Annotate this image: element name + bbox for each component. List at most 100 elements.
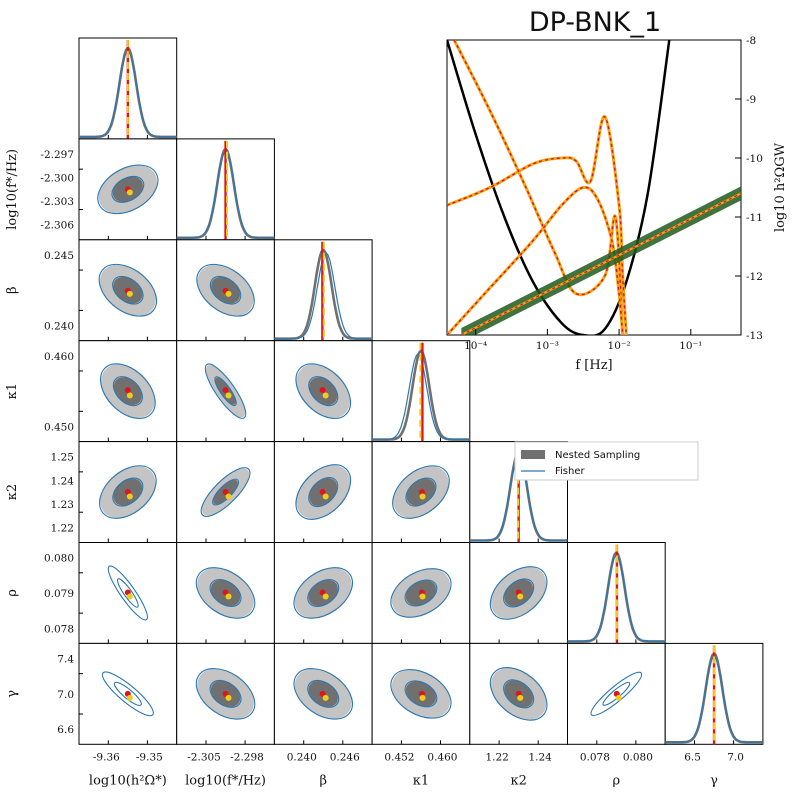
truth-point <box>124 387 131 394</box>
contour-fisher-inner <box>503 679 535 709</box>
estimate-point <box>517 593 524 600</box>
y-axis-label-2: β <box>5 286 20 294</box>
legend-label-fisher: Fisher <box>555 466 586 477</box>
panel-6-5 <box>567 642 666 745</box>
contour-fisher-inner <box>116 578 139 608</box>
panel-6-2 <box>273 642 373 745</box>
estimate-point <box>126 694 133 701</box>
panel-4-2 <box>273 441 373 544</box>
y-tick-label: 0.450 <box>44 421 74 433</box>
y-tick-label: 0.460 <box>44 351 74 363</box>
panel-2-1 <box>176 239 275 342</box>
x-tick-label: 1.22 <box>485 751 508 763</box>
contour-fisher-inner <box>308 477 339 508</box>
spectrum-x-tick-label: 10⁻³ <box>536 340 559 352</box>
spectrum-x-tick-label: 10⁻² <box>608 340 631 352</box>
y-tick-label: 1.22 <box>51 522 74 534</box>
panel-6-3 <box>371 642 471 745</box>
panel-5-5 <box>567 542 666 644</box>
contour-fisher-outer <box>293 567 353 619</box>
spectrum-y-tick-label: -12 <box>746 271 763 283</box>
panel-1-0 <box>78 138 178 241</box>
spectrum-y-tick-label: -8 <box>746 35 756 47</box>
contour-fisher-outer <box>489 566 548 620</box>
contour-fisher-outer <box>98 263 158 317</box>
contour-fisher-outer <box>392 465 450 519</box>
estimate-point <box>225 694 232 701</box>
x-tick-label: -9.36 <box>93 751 120 763</box>
contour-fisher-outer <box>489 667 548 721</box>
panel-0-0 <box>78 37 178 140</box>
estimate-point <box>225 593 232 600</box>
spectrum-curves <box>447 40 741 335</box>
estimate-point <box>517 694 524 701</box>
y-tick-label: 0.245 <box>44 250 74 262</box>
contour-fisher-outer <box>200 467 251 517</box>
x-tick-label: -9.35 <box>136 751 163 763</box>
estimate-point <box>322 392 329 399</box>
estimate-point <box>126 290 133 297</box>
contour-fisher-inner <box>307 578 340 607</box>
x-axis-label-1: log10(f*/Hz) <box>185 773 266 788</box>
contour-fisher-inner <box>112 376 143 407</box>
y-tick-label: -2.297 <box>40 149 74 161</box>
contour-fisher-inner <box>112 275 144 305</box>
x-tick-label: -2.305 <box>187 751 221 763</box>
contour-fisher-outer <box>100 363 156 419</box>
panel-2-0 <box>78 239 178 342</box>
x-axis-label-3: κ1 <box>413 773 429 788</box>
y-tick-label: 0.078 <box>44 623 74 635</box>
y-tick-label: 0.080 <box>44 553 74 565</box>
panel-6-4 <box>469 642 568 745</box>
estimate-point <box>126 593 133 600</box>
contour-fisher-outer <box>196 263 255 317</box>
estimate-point <box>322 493 329 500</box>
x-tick-label: 0.078 <box>580 751 610 763</box>
corner-plot: -9.36 -9.35 log10(h²Ω*) -2.305 -2.298 log10(f… <box>5 37 764 788</box>
y-axis-label-1: log10(f*/Hz) <box>5 149 20 230</box>
x-tick-label: 6.5 <box>684 751 701 763</box>
contour-fisher-inner <box>308 376 339 407</box>
signal-bump <box>447 185 625 335</box>
figure-title: DP-BNK_1 <box>529 7 661 38</box>
signal-total-red <box>447 115 627 335</box>
y-tick-label: -2.306 <box>40 220 74 232</box>
y-axis-label-5: ρ <box>5 589 20 597</box>
contour-fisher-inner <box>503 578 535 608</box>
contour-fisher-outer <box>390 568 452 618</box>
panel-5-4 <box>469 542 568 644</box>
spectrum-y-tick-label: -13 <box>746 330 763 342</box>
y-tick-label: 0.240 <box>44 321 74 333</box>
contour-fisher-inner <box>404 579 438 607</box>
contour-fisher-inner <box>113 681 142 706</box>
panel-5-1 <box>176 542 275 644</box>
x-tick-label: 0.240 <box>287 751 317 763</box>
estimate-point <box>419 593 426 600</box>
contour-fisher-inner <box>209 679 242 708</box>
gw-spectrum-plot: 10⁻⁴ 10⁻³ 10⁻² 10⁻¹ -8 -9 -10 -11 -12 -13 f [Hz] lo… <box>446 35 788 373</box>
truth-point <box>222 489 229 496</box>
panel-1-1 <box>176 138 275 241</box>
estimate-point <box>419 493 426 500</box>
panel-2-2 <box>273 239 373 342</box>
estimate-point <box>322 694 329 701</box>
estimate-point <box>225 392 232 399</box>
y-axis-label-4: κ2 <box>5 484 20 500</box>
estimate-point <box>225 493 232 500</box>
contour-fisher-inner <box>405 477 437 507</box>
legend-label-nested: Nested Sampling <box>555 450 640 461</box>
x-tick-label: 0.080 <box>623 751 653 763</box>
y-tick-label: 1.24 <box>51 475 75 487</box>
truth-point <box>319 387 326 394</box>
x-axis-label-6: γ <box>710 773 718 788</box>
y-axis-label-6: γ <box>5 690 20 698</box>
panel-6-1 <box>176 642 275 745</box>
panel-6-6 <box>664 642 764 745</box>
estimate-point <box>615 694 622 701</box>
contour-fisher-outer <box>295 464 352 520</box>
spectrum-y-tick-label: -11 <box>746 212 763 224</box>
legend-frame <box>514 441 699 481</box>
contour-fisher-outer <box>204 363 247 419</box>
x-axis-label-2: β <box>319 773 327 788</box>
x-tick-label: -2.298 <box>230 751 264 763</box>
